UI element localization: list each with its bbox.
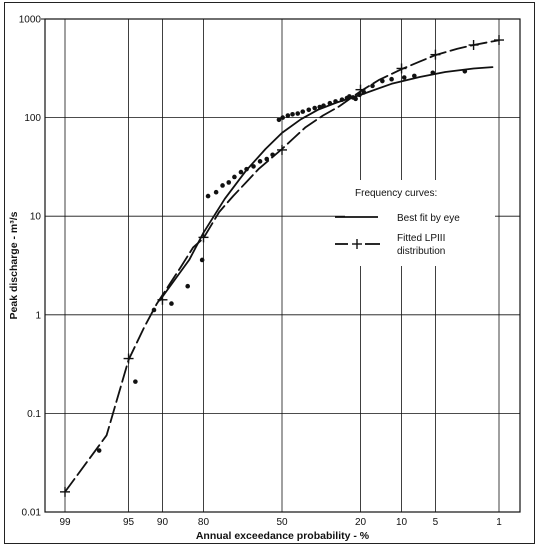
y-tick-label: 1 [35, 310, 41, 321]
x-tick-label: 50 [276, 517, 288, 528]
y-tick-label: 0.1 [27, 409, 41, 420]
y-tick-label: 1000 [19, 15, 42, 26]
data-point [276, 117, 282, 123]
x-tick-label: 99 [59, 517, 71, 528]
data-point [185, 283, 190, 289]
lpiii-marker [60, 486, 70, 497]
lpiii-marker [157, 294, 168, 305]
data-point [412, 73, 417, 79]
data-point [238, 169, 244, 175]
data-point [280, 115, 286, 120]
data-point [389, 76, 394, 82]
lpiii-marker [430, 49, 441, 60]
legend-title: Frequency curves: [355, 188, 437, 199]
legend-label-lpiii-line2: distribution [397, 246, 445, 257]
data-point [257, 159, 263, 164]
x-tick-label: 1 [496, 517, 502, 528]
y-tick-label: 10 [30, 212, 42, 223]
data-point [321, 103, 326, 109]
lpiii-marker [494, 35, 504, 46]
data-point [295, 111, 301, 116]
legend-background [345, 180, 495, 266]
x-tick-label: 5 [433, 517, 439, 528]
x-tick-label: 80 [198, 517, 210, 528]
data-point [430, 70, 436, 76]
x-tick-label: 20 [355, 517, 367, 528]
lpiii-marker [277, 144, 287, 155]
data-point [96, 448, 102, 453]
data-point [306, 107, 312, 113]
data-point [317, 104, 323, 110]
data-point [339, 97, 345, 102]
data-point [290, 112, 295, 117]
data-point [333, 99, 338, 104]
data-point [401, 75, 407, 80]
data-point [226, 180, 232, 185]
lpiii-marker [396, 63, 407, 74]
data-point [244, 166, 249, 172]
data-point [353, 96, 358, 102]
data-point [285, 113, 291, 118]
x-tick-label: 95 [123, 517, 135, 528]
x-tick-label: 90 [157, 517, 169, 528]
data-point [169, 301, 174, 306]
x-tick-label: 10 [396, 517, 408, 528]
y-axis-title: Peak discharge - m³/s [8, 211, 20, 319]
lpiii-marker [468, 39, 479, 50]
lpiii-marker [123, 353, 134, 364]
series-line-lpiii [64, 39, 500, 493]
data-point [232, 174, 237, 180]
legend-label-lpiii-line1: Fitted LPIII [397, 233, 445, 244]
legend-label-best-fit: Best fit by eye [397, 213, 460, 224]
data-point [213, 189, 219, 195]
data-point [327, 100, 333, 106]
data-point [220, 183, 225, 188]
data-point [205, 193, 211, 199]
data-point [151, 307, 157, 313]
data-point [361, 90, 367, 95]
data-point [133, 379, 138, 384]
y-tick-label: 100 [24, 113, 41, 124]
data-point [251, 164, 256, 169]
data-point [264, 156, 270, 162]
data-point [199, 257, 205, 263]
data-point [380, 78, 385, 84]
data-point [462, 68, 468, 74]
x-axis-title: Annual exceedance probability - % [196, 530, 370, 542]
data-point [300, 109, 306, 114]
y-tick-label: 0.01 [22, 508, 42, 519]
data-point [270, 152, 275, 158]
lpiii-marker [355, 84, 366, 95]
lpiii-marker [198, 232, 209, 243]
data-point [347, 94, 352, 99]
data-point [370, 83, 375, 89]
data-point [312, 105, 317, 111]
